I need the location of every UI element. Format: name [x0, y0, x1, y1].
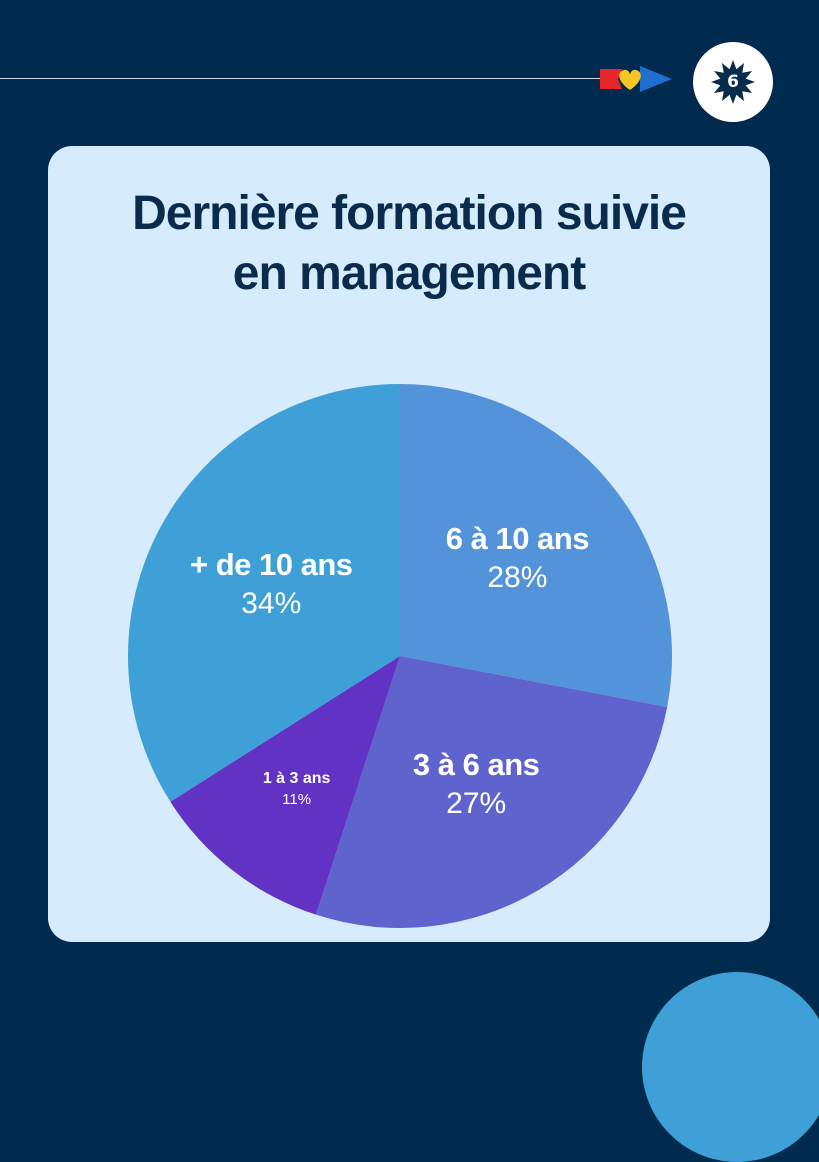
- slice-label-2: 1 à 3 ans 11%: [263, 768, 331, 810]
- page-number: 6: [727, 72, 739, 92]
- title-line-2: en management: [232, 247, 586, 300]
- slice-label-3: + de 10 ans 34%: [190, 546, 353, 624]
- page-badge: 6: [693, 42, 773, 122]
- star-badge-icon: [711, 60, 755, 104]
- slice-category-label: 3 à 6 ans: [412, 746, 540, 782]
- pie-chart: [128, 384, 672, 928]
- pie-slice-1: [315, 656, 668, 928]
- slice-label-1: 3 à 6 ans 27%: [412, 746, 540, 824]
- slice-value-label: 28%: [487, 560, 548, 594]
- slice-category-label: + de 10 ans: [190, 547, 353, 583]
- flag-heart-arrow-icon: [600, 66, 672, 92]
- slice-category-label: 6 à 10 ans: [445, 520, 590, 556]
- slice-label-0: 6 à 10 ans 28%: [445, 520, 590, 598]
- slice-category-label: 1 à 3 ans: [262, 770, 331, 788]
- slice-value-label: 27%: [446, 786, 507, 820]
- pie-slice-0: [400, 384, 672, 707]
- title-line-1: Dernière formation suivie: [132, 187, 687, 240]
- slice-value-label: 34%: [241, 587, 302, 621]
- chart-card: Dernière formation suivie en management …: [48, 146, 770, 942]
- header-divider-line: [0, 78, 602, 79]
- decorative-circle: [642, 972, 819, 1162]
- slice-value-label: 11%: [282, 791, 312, 809]
- pie-slice-3: [128, 384, 401, 802]
- chart-title: Dernière formation suivie en management: [48, 184, 770, 304]
- pie-slice-2: [170, 656, 400, 915]
